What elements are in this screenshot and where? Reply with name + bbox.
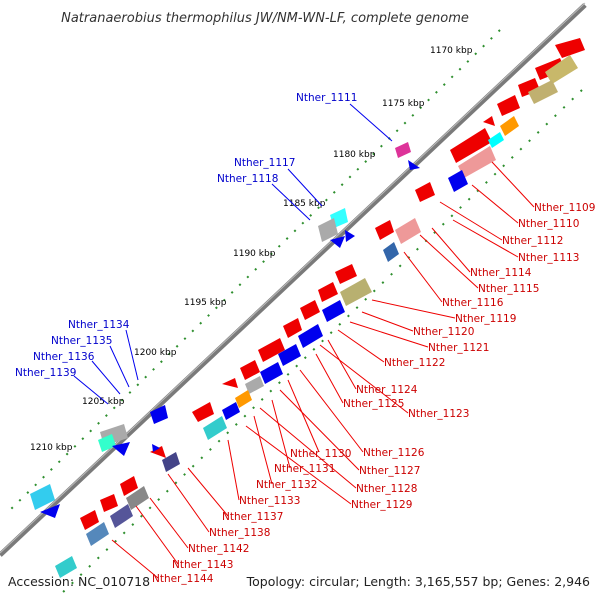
gene-arrow [150, 446, 166, 458]
scale-ticks [9, 29, 501, 511]
gene-label: Nther_1134 [68, 319, 130, 331]
gene-arrow [335, 264, 357, 284]
gene-arrow [192, 402, 214, 422]
inner-gene-boxes [55, 55, 578, 578]
gene-arrow [240, 360, 260, 380]
reverse-genes [30, 142, 420, 518]
gene-label: Nther_1135 [51, 335, 112, 347]
gene-arrow [483, 116, 495, 126]
gene-label: Nther_1137 [222, 511, 283, 523]
scale-label: 1180 kbp [333, 150, 376, 160]
gene-arrow [80, 510, 99, 530]
gene-label: Nther_1113 [518, 252, 579, 264]
gene-label: Nther_1117 [234, 157, 295, 169]
gene-label: Nther_1143 [172, 559, 233, 571]
gene-label: Nther_1130 [290, 448, 351, 460]
gene-label: Nther_1116 [442, 297, 504, 309]
right-leaders [111, 161, 535, 579]
gene-label: Nther_1129 [351, 499, 412, 511]
gene-arrow [222, 378, 238, 388]
scale-label: 1210 kbp [30, 443, 73, 453]
left-gene-labels: Nther_1111 Nther_1117 Nther_1118 Nther_1… [15, 92, 357, 379]
gene-label: Nther_1131 [274, 463, 335, 475]
scale-label: 1205 kbp [82, 397, 125, 407]
gene-label: Nther_1114 [470, 267, 532, 279]
gene-label: Nther_1142 [188, 543, 249, 555]
gene-arrow [318, 282, 338, 302]
scale-labels: 1170 kbp 1175 kbp 1180 kbp 1185 kbp 1190… [30, 46, 473, 453]
gene-arrow [555, 38, 585, 58]
gene-arrow [283, 318, 302, 338]
genome-backbone-highlight [0, 2, 586, 554]
scale-label: 1175 kbp [382, 99, 425, 109]
gene-label: Nther_1136 [33, 351, 95, 363]
gene-label: Nther_1110 [518, 218, 579, 230]
gene-label: Nther_1120 [413, 326, 474, 338]
forward-genes [80, 38, 585, 530]
gene-arrow [258, 338, 285, 362]
scale-label: 1200 kbp [134, 348, 177, 358]
gene-label: Nther_1109 [534, 202, 595, 214]
scale-label: 1190 kbp [233, 249, 276, 259]
gene-arrow [300, 300, 320, 320]
gene-label: Nther_1144 [152, 573, 214, 585]
gene-label: Nther_1133 [239, 495, 300, 507]
gene-arrow [497, 95, 520, 116]
gene-arrow [100, 494, 118, 512]
genome-backbone [0, 3, 587, 557]
left-leaders [73, 103, 393, 405]
gene-label: Nther_1126 [363, 447, 425, 459]
gene-label: Nther_1127 [359, 465, 420, 477]
gene-arrow [518, 78, 540, 97]
gene-label: Nther_1132 [256, 479, 317, 491]
gene-arrow [120, 476, 138, 496]
inner-ticks [59, 89, 583, 596]
gene-label: Nther_1119 [455, 313, 516, 325]
gene-label: Nther_1121 [428, 342, 489, 354]
accession-text: Accession: NC_010718 [8, 574, 150, 589]
gene-arrow [450, 128, 492, 163]
topology-text: Topology: circular; Length: 3,165,557 bp… [246, 574, 590, 589]
gene-label: Nther_1128 [356, 483, 417, 495]
gene-label: Nther_1125 [343, 398, 404, 410]
gene-label: Nther_1118 [217, 173, 278, 185]
gene-label: Nther_1123 [408, 408, 469, 420]
gene-label: Nther_1124 [356, 384, 418, 396]
map-title: Natranaerobius thermophilus JW/NM-WN-LF,… [61, 11, 469, 26]
gene-label: Nther_1111 [296, 92, 357, 104]
gene-arrow [375, 220, 394, 240]
right-gene-labels: Nther_1109 Nther_1110 Nther_1112 Nther_1… [152, 202, 595, 585]
scale-label: 1185 kbp [283, 199, 326, 209]
gene-arrow [415, 182, 435, 202]
gene-label: Nther_1122 [384, 357, 445, 369]
scale-label: 1195 kbp [184, 298, 227, 308]
gene-label: Nther_1138 [209, 527, 270, 539]
gene-label: Nther_1115 [478, 283, 539, 295]
scale-label: 1170 kbp [430, 46, 473, 56]
gene-label: Nther_1139 [15, 367, 76, 379]
gene-label: Nther_1112 [502, 235, 563, 247]
